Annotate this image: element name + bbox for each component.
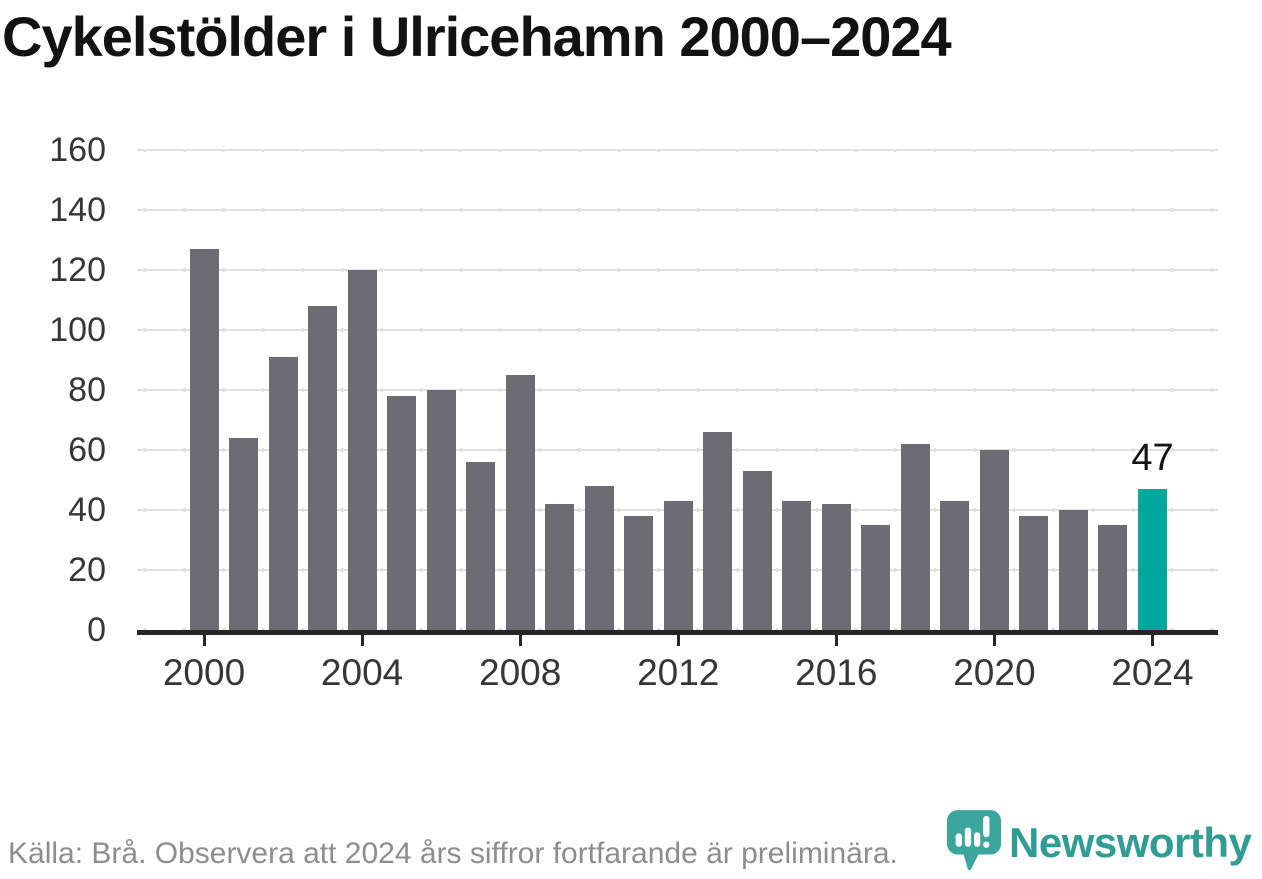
x-axis-tick [518, 635, 522, 646]
bar-2004 [347, 270, 377, 630]
x-axis-tick [676, 635, 680, 646]
x-axis-tick-label: 2000 [162, 652, 246, 693]
bar-2012 [663, 501, 693, 630]
bar-2016 [821, 504, 851, 630]
y-axis-tick-label: 100 [49, 311, 106, 349]
bar-2024 [1137, 489, 1167, 630]
y-axis-tick-label: 160 [49, 131, 106, 169]
page-title: Cykelstölder i Ulricehamn 2000–2024 [2, 5, 952, 68]
bar-2021 [1019, 516, 1049, 630]
bar-2020 [979, 450, 1009, 630]
gridline [137, 389, 1218, 391]
y-axis-tick-label: 140 [49, 191, 106, 229]
y-axis-tick-label: 0 [87, 611, 106, 649]
x-axis-tick [360, 635, 364, 646]
y-axis-tick-label: 120 [49, 251, 106, 289]
x-axis-tick [202, 635, 206, 646]
y-axis-tick-label: 40 [68, 491, 106, 529]
bar-2014 [742, 471, 772, 630]
y-axis-tick-label: 20 [68, 551, 106, 589]
gridline [137, 329, 1218, 331]
bar-2007 [466, 462, 496, 630]
bar-value-label: 47 [1131, 437, 1174, 479]
bar-2011 [624, 516, 654, 630]
bar-2010 [584, 486, 614, 630]
bar-2002 [268, 357, 298, 630]
bar-2009 [545, 504, 575, 630]
y-axis-tick-label: 80 [68, 371, 106, 409]
x-axis-tick-label: 2004 [320, 652, 404, 693]
bar-2023 [1098, 525, 1128, 630]
bar-2006 [426, 390, 456, 630]
x-axis-tick-label: 2024 [1111, 652, 1194, 693]
gridline [137, 449, 1218, 451]
bar-2000 [189, 249, 219, 630]
bar-2001 [229, 438, 259, 630]
newsworthy-chart-bubble-icon [946, 810, 1002, 871]
x-axis-tick-label: 2016 [795, 652, 878, 693]
bar-2008 [505, 375, 535, 630]
gridline [137, 269, 1218, 271]
x-axis-tick [834, 635, 838, 646]
x-axis-tick-label: 2008 [479, 652, 562, 693]
bar-2013 [703, 432, 733, 630]
gridline [137, 209, 1218, 211]
x-axis-tick [992, 635, 996, 646]
bar-2015 [782, 501, 812, 630]
y-axis-tick-label: 60 [68, 431, 106, 469]
bar-2018 [900, 444, 930, 630]
bar-2022 [1058, 510, 1088, 630]
x-axis-tick [1150, 635, 1154, 646]
bar-2019 [940, 501, 970, 630]
x-axis-tick-label: 2020 [953, 652, 1036, 693]
plot-area [137, 149, 1218, 635]
bar-2017 [861, 525, 891, 630]
newsworthy-wordmark: Newsworthy [1009, 819, 1252, 866]
newsworthy-logo: Newsworthy [946, 808, 1252, 874]
bar-2005 [387, 396, 417, 630]
bar-2003 [308, 306, 338, 630]
source-note: Källa: Brå. Observera att 2024 års siffr… [8, 837, 898, 870]
gridline [137, 149, 1218, 151]
x-axis-tick-label: 2012 [637, 652, 720, 693]
